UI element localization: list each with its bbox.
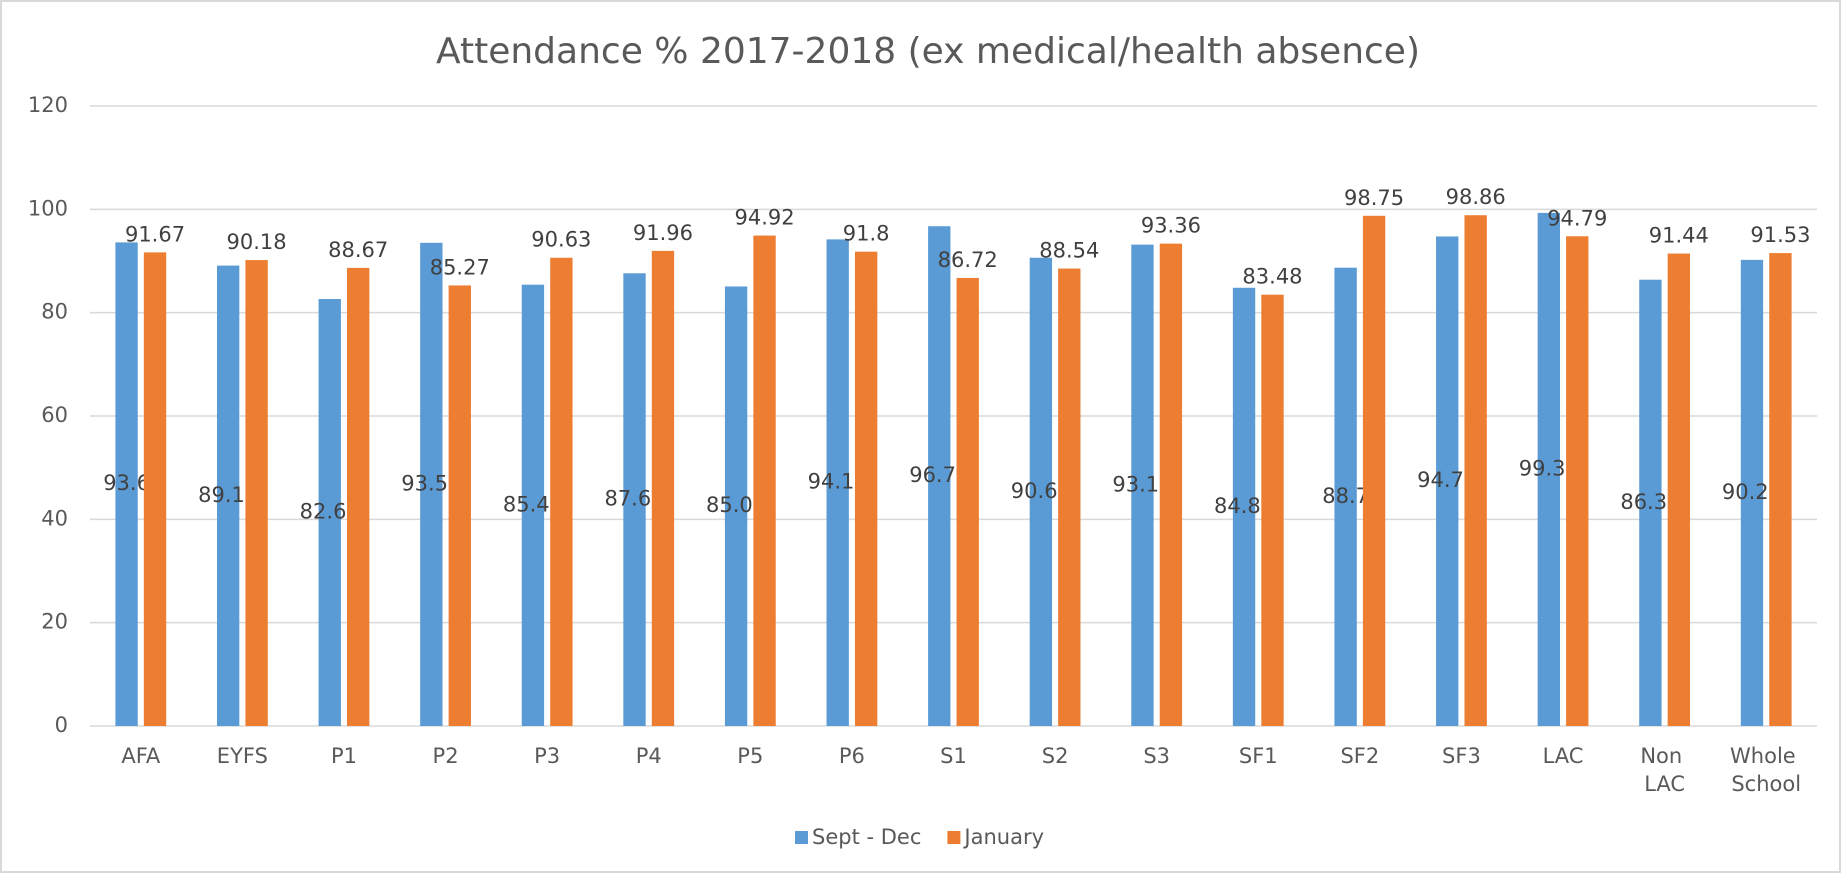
bar: [1740, 259, 1764, 726]
bar: [1436, 236, 1459, 727]
data-label: 88.54: [1039, 239, 1099, 263]
x-tick-label: P6: [839, 744, 865, 768]
x-tick-label: P5: [737, 744, 763, 768]
data-label: 90.63: [531, 228, 591, 252]
x-tick-label: S1: [940, 744, 967, 768]
bar: [956, 277, 979, 726]
y-tick-label: 0: [55, 713, 68, 737]
bar: [245, 260, 268, 726]
bar: [1769, 253, 1792, 726]
data-label: 90.18: [227, 230, 287, 254]
bar: [143, 252, 167, 726]
data-label: 91.67: [125, 222, 185, 246]
y-tick-label: 60: [41, 403, 68, 427]
bar: [724, 286, 748, 726]
bar: [1464, 215, 1487, 726]
bar: [753, 235, 776, 726]
y-tick-label: 100: [28, 196, 68, 220]
x-tick-label: SF1: [1239, 744, 1278, 768]
y-tick-label: 120: [28, 93, 68, 117]
x-tick-label: S2: [1042, 744, 1069, 768]
bar: [420, 242, 443, 726]
x-tick-label: LAC: [1543, 744, 1584, 768]
x-tick-label: P2: [433, 744, 459, 768]
data-label: 91.96: [633, 221, 693, 245]
bar: [347, 267, 370, 726]
x-tick-label: P1: [331, 744, 357, 768]
bar: [1334, 267, 1357, 726]
x-tick-label: Non LAC: [1640, 744, 1689, 796]
bar: [651, 250, 675, 726]
chart-title: Attendance % 2017-2018 (ex medical/healt…: [436, 31, 1420, 72]
bar: [826, 239, 849, 727]
bar: [1029, 257, 1053, 726]
bar: [1159, 243, 1183, 726]
bar: [216, 265, 240, 726]
data-label: 93.36: [1141, 214, 1201, 238]
bar: [623, 273, 646, 726]
bar: [1667, 253, 1691, 726]
x-tick-label: Whole School: [1730, 744, 1802, 796]
legend-swatch: [947, 831, 961, 844]
bar: [448, 285, 471, 726]
data-label: 93.6: [103, 471, 150, 495]
bar: [1537, 212, 1560, 727]
bar: [318, 299, 341, 726]
data-label: 86.72: [938, 248, 998, 272]
bar: [550, 257, 573, 726]
data-label: 91.44: [1649, 224, 1709, 248]
data-label: 88.67: [328, 238, 388, 262]
bar: [854, 251, 878, 726]
bar: [1232, 287, 1256, 726]
data-label: 91.8: [843, 222, 890, 246]
y-tick-label: 40: [41, 506, 68, 530]
x-tick-label: P4: [636, 744, 662, 768]
bar: [115, 242, 138, 726]
x-tick-label: P3: [534, 744, 560, 768]
bar: [1261, 294, 1284, 726]
data-label: 98.75: [1344, 186, 1404, 210]
legend-label: January: [962, 825, 1044, 849]
data-label: 88.7: [1322, 484, 1369, 508]
data-label: 94.79: [1547, 206, 1607, 230]
data-label: 91.53: [1750, 223, 1810, 247]
x-tick-label: SF3: [1442, 744, 1481, 768]
bar: [1639, 279, 1662, 726]
data-label: 83.48: [1242, 265, 1302, 289]
bar: [1058, 268, 1081, 726]
x-tick-label: EYFS: [217, 744, 268, 768]
bar: [928, 226, 951, 726]
x-tick-label: S3: [1143, 744, 1170, 768]
data-label: 94.92: [734, 206, 794, 230]
bar: [1362, 215, 1386, 726]
bar: [1566, 236, 1589, 727]
y-tick-label: 80: [41, 300, 68, 324]
x-tick-label: AFA: [121, 744, 161, 768]
bar: [521, 284, 545, 726]
y-tick-label: 20: [41, 610, 68, 634]
bar: [1131, 244, 1154, 726]
legend-label: Sept - Dec: [812, 825, 921, 849]
data-label: 85.27: [430, 255, 490, 279]
legend-swatch: [795, 831, 808, 844]
x-tick-label: SF2: [1340, 744, 1379, 768]
data-label: 98.86: [1446, 185, 1506, 209]
